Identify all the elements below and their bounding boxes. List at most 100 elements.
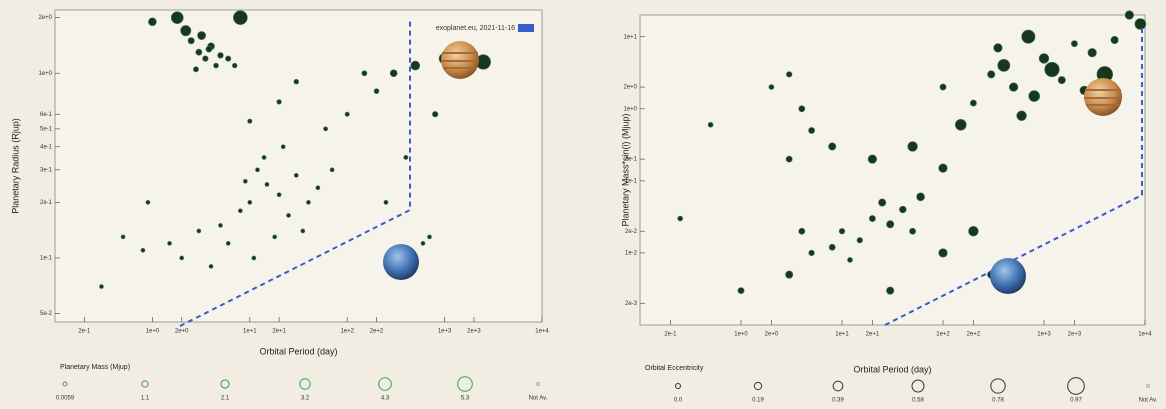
y-tick-label: 5e-1: [40, 126, 53, 132]
x-tick-label: 1e+4: [1138, 332, 1152, 338]
legend-title: Orbital Eccentricity: [645, 365, 704, 372]
jupiter-icon: [1084, 78, 1122, 116]
y-tick-label: 1e-1: [40, 256, 53, 262]
planet-point: [225, 241, 231, 246]
y-tick-label: 1e+1: [623, 34, 637, 40]
planet-point: [968, 226, 979, 237]
legend-label: 1.1: [141, 396, 150, 402]
planet-point: [909, 227, 916, 235]
planet-point: [300, 228, 306, 234]
planet-point: [808, 127, 815, 134]
legend-ring: [1067, 377, 1085, 395]
legend-label: 0.78: [992, 398, 1004, 404]
planet-point: [1087, 48, 1097, 58]
earth-icon: [383, 244, 419, 280]
detection-limit: [884, 25, 1143, 326]
planet-point: [276, 99, 282, 105]
planet-point: [225, 55, 232, 62]
planet-point: [196, 228, 202, 234]
x-axis-title: Orbital Period (day): [853, 364, 931, 374]
planet-point: [329, 167, 335, 173]
x-tick-label: 1e+3: [1037, 332, 1051, 338]
x-tick-label: 2e+0: [765, 332, 779, 338]
y-tick-label: 2e+0: [623, 85, 637, 91]
planet-point: [233, 10, 248, 25]
x-tick-label: 2e+3: [467, 329, 481, 335]
x-tick-label: 1e+1: [835, 332, 849, 338]
planet-point: [293, 173, 299, 178]
detection-limit: [179, 20, 411, 327]
x-tick-label: 2e+2: [967, 332, 981, 338]
planet-point: [1124, 10, 1134, 20]
legend-label: 0.0: [674, 398, 683, 404]
planet-point: [432, 111, 439, 118]
legend-ring: [141, 380, 149, 388]
planet-point: [798, 105, 806, 113]
planet-point: [838, 228, 846, 235]
planet-point: [306, 200, 311, 205]
planet-point: [420, 241, 426, 246]
y-axis-title: Planetary Mass*sin(i) (Mjup): [620, 113, 630, 226]
legend-label: 0.97: [1070, 398, 1082, 404]
planet-point: [148, 17, 157, 27]
planet-point: [427, 234, 432, 240]
planet-point: [255, 167, 260, 173]
planet-point: [373, 88, 380, 94]
earth-icon: [990, 258, 1026, 294]
planet-point: [205, 45, 213, 53]
planet-point: [232, 62, 238, 69]
legend-ring: [536, 382, 540, 386]
planet-point: [140, 247, 146, 253]
legend-label: 2.1: [221, 396, 230, 402]
logo-box: [518, 24, 534, 32]
planet-point: [170, 11, 184, 24]
y-tick-label: 2e-1: [625, 157, 638, 163]
planet-point: [272, 234, 277, 240]
legend-ring: [62, 381, 68, 387]
planet-point: [218, 223, 223, 228]
legend-ring: [1146, 384, 1150, 388]
legend-label: 0.19: [752, 398, 764, 404]
planet-point: [1071, 40, 1078, 48]
x-tick-label: 2e+1: [272, 329, 286, 335]
legend-label: 3.2: [301, 396, 310, 402]
planet-point: [869, 215, 876, 222]
legend-ring: [832, 380, 844, 392]
y-tick-label: 1e-2: [625, 251, 638, 257]
legend-ring: [911, 379, 925, 393]
x-tick-label: 2e+3: [1068, 332, 1082, 338]
planet-point: [120, 234, 126, 240]
planet-point: [1028, 90, 1041, 102]
y-axis-title: Planetary Radius (Rjup): [10, 118, 20, 214]
legend-ring: [378, 377, 392, 391]
planet-point: [383, 199, 389, 205]
y-tick-label: 3e-1: [40, 167, 53, 173]
planet-point: [737, 287, 745, 295]
y-tick-label: 5e-2: [40, 311, 53, 317]
planet-point: [251, 255, 257, 261]
planet-point: [987, 70, 996, 79]
planet-point: [1038, 53, 1050, 64]
legend-label: Not Av.: [1139, 398, 1158, 404]
y-tick-label: 1e-1: [625, 178, 638, 184]
planet-point: [1016, 110, 1027, 121]
planet-point: [907, 141, 918, 152]
planet-point: [243, 178, 248, 184]
planet-point: [179, 255, 185, 261]
x-tick-label: 2e-1: [78, 329, 91, 335]
x-tick-label: 1e+4: [535, 329, 549, 335]
x-tick-label: 1e+2: [936, 332, 950, 338]
jupiter-icon: [441, 41, 479, 79]
planet-point: [276, 192, 282, 198]
y-tick-label: 2e-1: [40, 200, 53, 206]
planet-point: [145, 200, 151, 205]
planet-point: [856, 237, 863, 244]
x-tick-label: 1e+1: [243, 329, 257, 335]
planet-point: [167, 241, 172, 246]
planet-point: [293, 78, 299, 85]
x-tick-label: 1e+3: [438, 329, 452, 335]
legend-label: Not Av.: [529, 396, 548, 402]
legend-ring: [675, 383, 681, 389]
planet-point: [410, 60, 421, 71]
planet-point: [187, 37, 195, 45]
